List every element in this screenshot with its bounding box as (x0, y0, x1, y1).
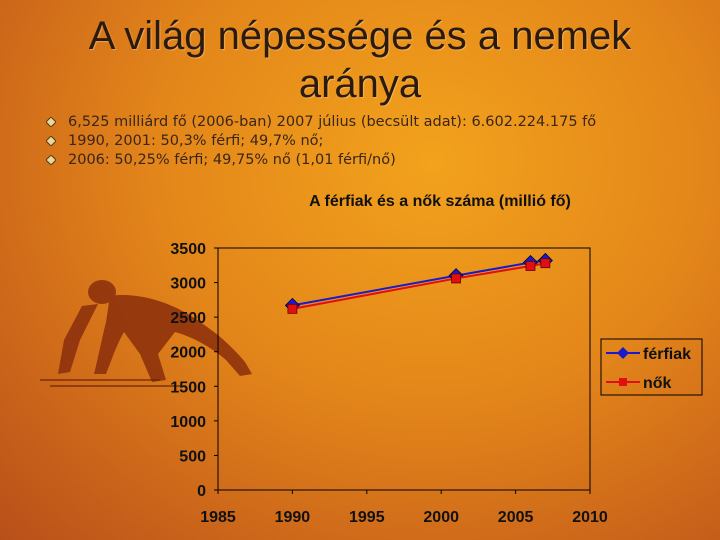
y-tick-label: 1500 (170, 379, 206, 396)
chart-title: A férfiak és a nők száma (millió fő) (309, 193, 571, 210)
x-tick-label: 1995 (349, 509, 385, 526)
chart-series (284, 252, 553, 314)
bullet-text: 6,525 milliárd fő (2006-ban) 2007 július… (68, 114, 597, 130)
legend-label: férfiak (643, 346, 691, 363)
y-tick-label: 0 (197, 483, 206, 500)
sprinter-illustration (40, 280, 252, 387)
diamond-bullet-icon (46, 155, 56, 165)
legend-box (600, 338, 703, 396)
x-tick-label: 2000 (423, 509, 459, 526)
diamond-bullet-icon (46, 136, 56, 146)
data-point (540, 258, 551, 269)
x-tick-label: 2005 (498, 509, 534, 526)
data-point (287, 303, 298, 314)
bullet-item: 1990, 2001: 50,3% férfi; 49,7% nő; (46, 132, 706, 151)
series-line-ferfiak (292, 259, 546, 307)
x-tick-label: 1990 (275, 509, 311, 526)
bullet-item: 2006: 50,25% férfi; 49,75% nő (1,01 férf… (46, 151, 706, 170)
diamond-bullet-icon (46, 117, 56, 127)
bullet-list: 6,525 milliárd fő (2006-ban) 2007 július… (46, 113, 706, 170)
series-line-nok (292, 262, 546, 310)
y-tick-label: 3000 (170, 276, 206, 293)
x-tick-label: 2010 (572, 509, 608, 526)
data-point (525, 261, 536, 271)
chart-axes: 0 500 1000 1500 2000 2500 3000 3500 1985 1990 1995… (170, 241, 607, 526)
y-tick-label: 500 (179, 448, 206, 465)
title-line-1: A világ népessége és a nemek (88, 14, 632, 58)
legend-label: nők (643, 375, 672, 392)
bullet-item: 6,525 milliárd fő (2006-ban) 2007 július… (46, 113, 706, 132)
legend-marker (619, 378, 627, 386)
bullet-text: 2006: 50,25% férfi; 49,75% nő (1,01 férf… (68, 152, 396, 168)
y-tick-label: 3500 (170, 241, 206, 258)
plot-area (217, 247, 591, 491)
y-tick-label: 1000 (170, 414, 206, 431)
x-tick-label: 1985 (200, 509, 236, 526)
y-tick-label: 2500 (170, 310, 206, 327)
data-point (451, 273, 461, 284)
y-tick-label: 2000 (170, 345, 206, 362)
legend-marker (617, 347, 629, 359)
bullet-text: 1990, 2001: 50,3% férfi; 49,7% nő; (68, 133, 324, 149)
slide-title: A világ népessége és a nemek aránya (40, 12, 680, 108)
chart-legend: férfiak nők (600, 338, 703, 396)
title-line-2: aránya (298, 62, 422, 106)
